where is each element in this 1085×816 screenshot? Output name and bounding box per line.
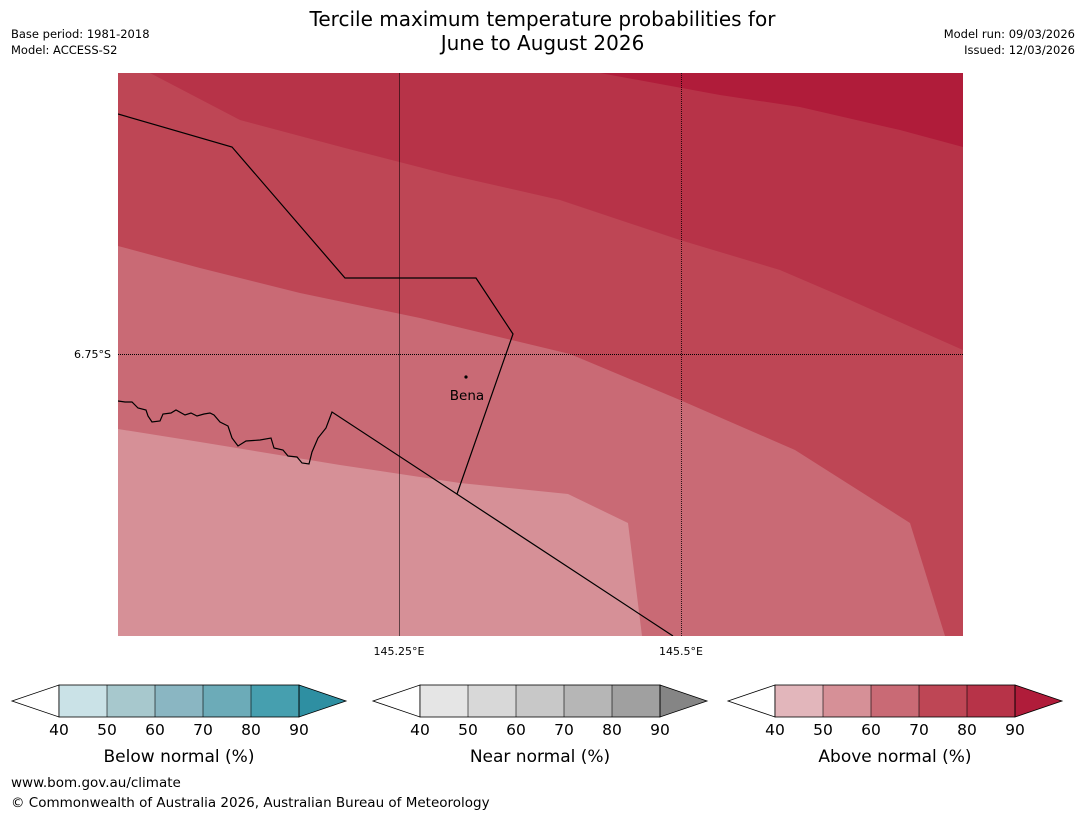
- legend-above-dividers: [822, 685, 968, 717]
- legend-below-frame: [58, 684, 300, 718]
- legend-near-tick-90: 90: [650, 721, 670, 739]
- legend-below-swatch-70-80: [203, 685, 251, 717]
- legend-below-max-arrow: [298, 684, 348, 718]
- legend-above-swatch-40-50: [775, 685, 823, 717]
- footer-url[interactable]: www.bom.gov.au/climate: [11, 775, 181, 791]
- legend-below-tick-60: 60: [145, 721, 165, 739]
- legend-near-swatch-70-80: [564, 685, 612, 717]
- model-run: Model run: 09/03/2026: [943, 27, 1075, 41]
- legend-above-min-arrow: [726, 684, 776, 718]
- legend-above-tick-90: 90: [1005, 721, 1025, 739]
- legend-near-tick-80: 80: [602, 721, 622, 739]
- legend-below-min-arrow: [10, 684, 60, 718]
- legend-above-normal: 40 50 60 70 80 90 Above normal (%): [726, 684, 1064, 767]
- legend-near-swatch-80-90: [612, 685, 660, 717]
- legend-near-max-arrow: [659, 684, 709, 718]
- band-50-60: [118, 429, 642, 636]
- legend-below-swatch-40-50: [59, 685, 107, 717]
- legend-above-swatch-70-80: [919, 685, 967, 717]
- legend-above-tick-50: 50: [813, 721, 833, 739]
- issued-date: Issued: 12/03/2026: [964, 43, 1075, 57]
- legend-above-tick-70: 70: [909, 721, 929, 739]
- legend-near-tick-70: 70: [554, 721, 574, 739]
- legend-near-tick-40: 40: [410, 721, 430, 739]
- base-period: Base period: 1981-2018: [11, 27, 150, 41]
- legend-above-label: Above normal (%): [818, 747, 971, 767]
- legend-near-swatch-50-60: [468, 685, 516, 717]
- lat-label-6-75: 6.75°S: [74, 348, 111, 361]
- legend-above-swatch-60-70: [871, 685, 919, 717]
- legend-above-frame: [774, 684, 1016, 718]
- title-line-2: June to August 2026: [440, 31, 645, 55]
- map-title: Tercile maximum temperature probabilitie…: [0, 7, 1085, 55]
- town-marker: [464, 375, 468, 379]
- legend-below-tick-40: 40: [49, 721, 69, 739]
- province-boundary: [118, 113, 514, 495]
- legend-below-tick-70: 70: [193, 721, 213, 739]
- legend-above-tick-40: 40: [765, 721, 785, 739]
- band-90-plus: [600, 73, 963, 147]
- legend-below-tick-50: 50: [97, 721, 117, 739]
- lon-label-145-5: 145.5°E: [659, 645, 703, 658]
- legend-below-tick-80: 80: [241, 721, 261, 739]
- footer-copyright: © Commonwealth of Australia 2026, Austra…: [11, 795, 490, 811]
- legend-above-swatch-80-90: [967, 685, 1015, 717]
- legend-near-dividers: [467, 685, 613, 717]
- legend-near-tick-50: 50: [458, 721, 478, 739]
- meta-right: Model run: 09/03/2026 Issued: 12/03/2026: [944, 26, 1075, 58]
- legend-below-swatch-60-70: [155, 685, 203, 717]
- town-label: Bena: [450, 388, 484, 404]
- legend-below-swatch-80-90: [251, 685, 299, 717]
- legend-below-tick-90: 90: [289, 721, 309, 739]
- title-line-1: Tercile maximum temperature probabilitie…: [309, 7, 776, 31]
- legend-above-tick-60: 60: [861, 721, 881, 739]
- province-boundary-south: [118, 400, 674, 636]
- legend-near-frame: [419, 684, 661, 718]
- legend-below-dividers: [106, 685, 252, 717]
- legend-above-tick-80: 80: [957, 721, 977, 739]
- legend-near-tick-60: 60: [506, 721, 526, 739]
- legend-below-label: Below normal (%): [104, 747, 255, 767]
- legend-above-max-arrow: [1014, 684, 1064, 718]
- legend-near-label: Near normal (%): [470, 747, 610, 767]
- legend-near-swatch-60-70: [516, 685, 564, 717]
- legend-near-swatch-40-50: [420, 685, 468, 717]
- legend-near-min-arrow: [371, 684, 421, 718]
- meta-left: Base period: 1981-2018 Model: ACCESS-S2: [11, 26, 150, 58]
- legend-below-swatch-50-60: [107, 685, 155, 717]
- legend-below-normal: 40 50 60 70 80 90 Below normal (%): [10, 684, 348, 767]
- model-name: Model: ACCESS-S2: [11, 43, 118, 57]
- legend-above-swatch-50-60: [823, 685, 871, 717]
- map-panel: Bena: [118, 73, 963, 636]
- lon-label-145-25: 145.25°E: [374, 645, 425, 658]
- legend-near-normal: 40 50 60 70 80 90 Near normal (%): [371, 684, 709, 767]
